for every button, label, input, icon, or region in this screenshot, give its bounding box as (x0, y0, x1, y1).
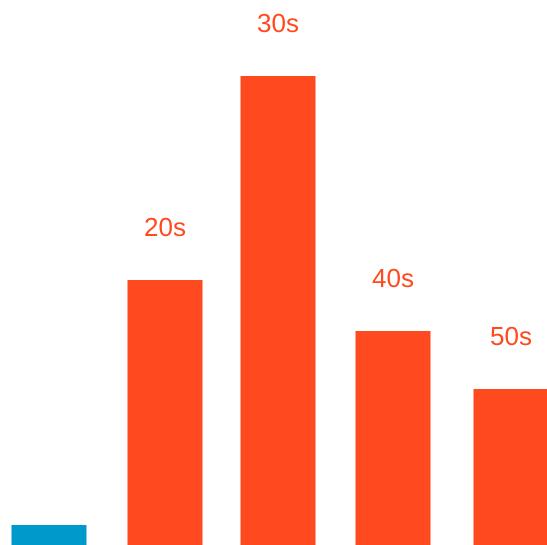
bar-0 (11, 525, 87, 545)
bar-4 (473, 389, 547, 545)
labels-group: 20s 30s 40s 50s (144, 8, 532, 351)
bar-2 (240, 76, 316, 545)
bar-label-1: 20s (144, 212, 186, 242)
bar-label-2: 30s (257, 8, 299, 38)
bar-label-4: 50s (490, 321, 532, 351)
bar-1 (127, 280, 203, 545)
bars-group (11, 76, 547, 545)
bar-label-3: 40s (372, 263, 414, 293)
bar-3 (355, 331, 431, 545)
